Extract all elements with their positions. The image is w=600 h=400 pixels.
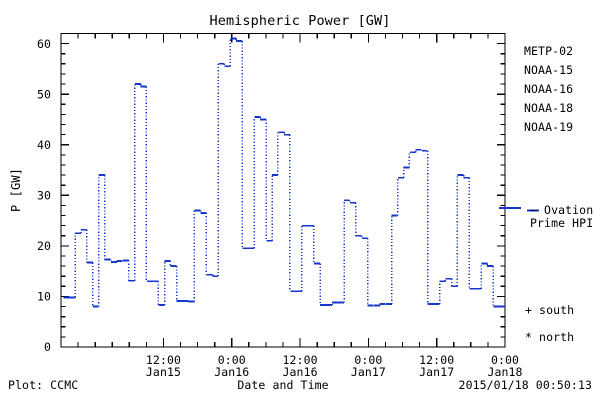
ovation-marker-tick xyxy=(499,207,539,212)
legend-entry-noaa-15: NOAA-15 xyxy=(524,63,573,77)
y-axis-ticks xyxy=(61,32,505,348)
x-tick-date: Jan16 xyxy=(283,365,318,379)
y-tick-label: 30 xyxy=(37,189,51,203)
chart-title: Hemispheric Power [GW] xyxy=(209,13,390,29)
legend-entry-noaa-19: NOAA-19 xyxy=(524,120,573,134)
x-tick-time: 12:00 xyxy=(419,353,454,367)
x-tick-time: 0:00 xyxy=(218,353,246,367)
y-tick-label: 0 xyxy=(44,340,51,354)
y-axis-title: P [GW] xyxy=(9,168,23,212)
x-axis-caption: Date and Time xyxy=(237,378,328,392)
x-tick-time: 0:00 xyxy=(354,353,382,367)
legend-hemispheres: + south * north xyxy=(525,303,574,344)
render-timestamp: 2015/01/18 00:50:13 xyxy=(459,378,592,392)
x-tick-time: 12:00 xyxy=(146,353,181,367)
x-tick-date: Jan16 xyxy=(214,365,249,379)
y-tick-label: 20 xyxy=(37,239,51,253)
legend-hemisphere-south: + south xyxy=(525,303,574,317)
x-tick-date: Jan18 xyxy=(487,365,522,379)
x-tick-date: Jan15 xyxy=(146,365,181,379)
x-tick-time: 0:00 xyxy=(491,353,519,367)
legend-hemisphere-north: * north xyxy=(525,330,574,344)
x-axis-tick-labels: 12:00Jan150:00Jan1612:00Jan160:00Jan1712… xyxy=(146,353,523,379)
legend-ovation-line1: — Ovation xyxy=(530,203,593,217)
y-tick-label: 10 xyxy=(37,290,51,304)
y-axis-labels: 0 10 20 30 40 50 60 xyxy=(37,37,51,354)
x-tick-date: Jan17 xyxy=(351,365,386,379)
legend-ovation-line2: Prime HPI xyxy=(530,216,593,230)
x-tick-time: 12:00 xyxy=(283,353,318,367)
legend-entry-metp-02: METP-02 xyxy=(524,44,573,58)
x-axis-ticks xyxy=(77,33,489,347)
plot-credit: Plot: CCMC xyxy=(8,378,78,392)
x-tick-date: Jan17 xyxy=(419,365,454,379)
series-0 xyxy=(63,37,505,308)
data-series-layer xyxy=(63,37,505,308)
legend-entry-noaa-16: NOAA-16 xyxy=(524,82,573,96)
legend-entry-noaa-18: NOAA-18 xyxy=(524,101,573,115)
y-tick-label: 60 xyxy=(37,37,51,51)
y-tick-label: 50 xyxy=(37,87,51,101)
y-tick-label: 40 xyxy=(37,138,51,152)
plot-frame xyxy=(60,32,506,348)
legend-satellites: METP-02 NOAA-15 NOAA-16 NOAA-18 NOAA-19 xyxy=(524,44,573,134)
